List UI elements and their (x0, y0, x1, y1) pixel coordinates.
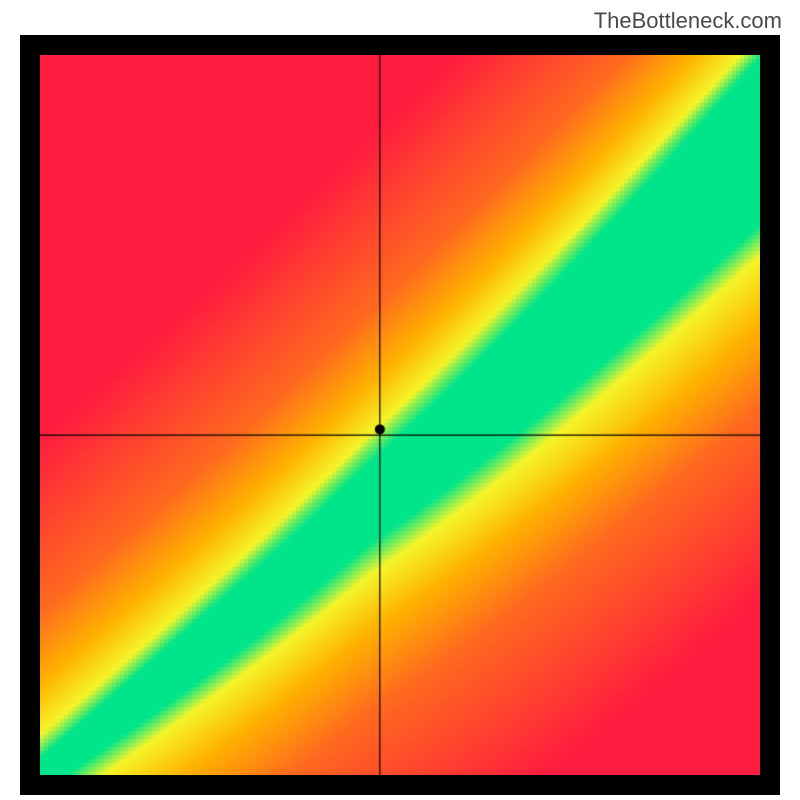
attribution-text: TheBottleneck.com (594, 8, 782, 34)
chart-frame (20, 35, 780, 795)
overlay-canvas (40, 55, 760, 775)
